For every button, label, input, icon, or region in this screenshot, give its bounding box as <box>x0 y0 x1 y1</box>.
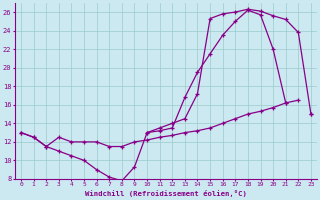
X-axis label: Windchill (Refroidissement éolien,°C): Windchill (Refroidissement éolien,°C) <box>85 190 247 197</box>
